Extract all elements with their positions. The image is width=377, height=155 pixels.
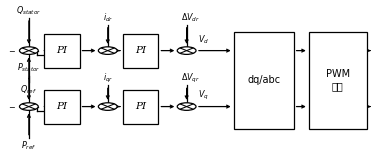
Bar [44, 34, 80, 68]
Text: $Q_{ref}$: $Q_{ref}$ [20, 83, 37, 96]
Text: $i_{dr}$: $i_{dr}$ [103, 12, 113, 24]
Circle shape [20, 103, 38, 110]
Text: PI: PI [135, 46, 146, 55]
Text: PI: PI [135, 102, 146, 111]
Text: $i_{qr}$: $i_{qr}$ [103, 72, 113, 85]
Text: $Q_{stator}$: $Q_{stator}$ [16, 5, 41, 17]
Text: dq/abc: dq/abc [247, 75, 280, 85]
Circle shape [20, 47, 38, 54]
Text: $V_q$: $V_q$ [198, 89, 209, 102]
Text: $-$: $-$ [87, 101, 95, 110]
Text: $-$: $-$ [87, 45, 95, 54]
Circle shape [177, 103, 196, 110]
Bar [234, 32, 294, 128]
Circle shape [98, 47, 117, 54]
Circle shape [177, 47, 196, 54]
Text: PI: PI [56, 102, 67, 111]
Text: $P_{ref}$: $P_{ref}$ [21, 139, 37, 152]
Bar [123, 34, 158, 68]
Bar [123, 90, 158, 124]
Text: $-$: $-$ [8, 101, 16, 110]
Text: $V_d$: $V_d$ [198, 34, 209, 46]
Text: $P_{stator}$: $P_{stator}$ [17, 62, 41, 74]
Text: $-$: $-$ [8, 45, 16, 54]
Text: PWM
调制: PWM 调制 [326, 69, 350, 91]
Text: PI: PI [56, 46, 67, 55]
Circle shape [98, 103, 117, 110]
Bar [44, 90, 80, 124]
Text: $\Delta V_{qr}$: $\Delta V_{qr}$ [181, 72, 200, 85]
Text: $\Delta V_{dr}$: $\Delta V_{dr}$ [181, 12, 200, 24]
Bar [309, 32, 367, 128]
